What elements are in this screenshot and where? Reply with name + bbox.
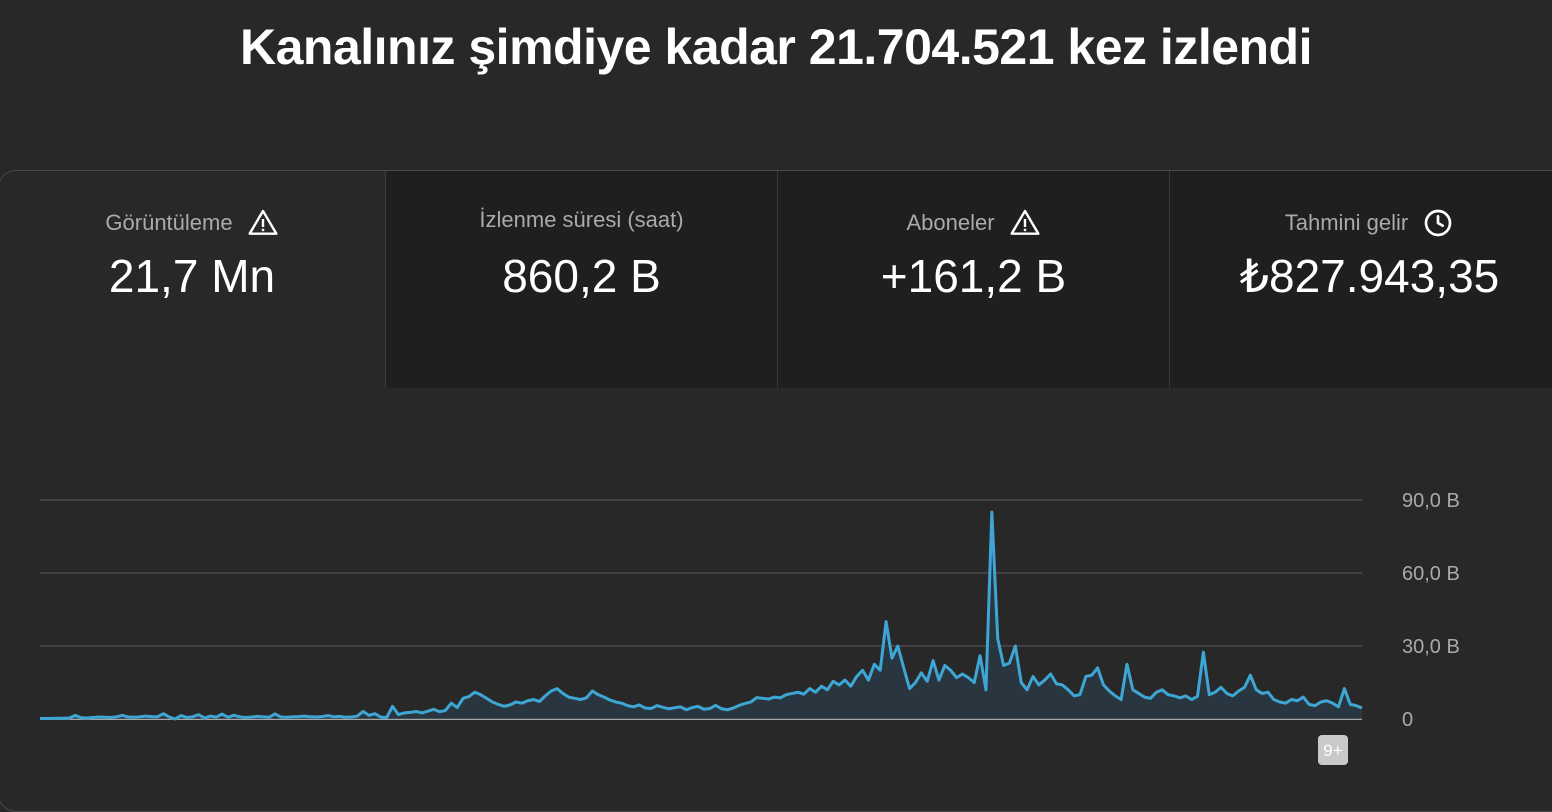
tab-views-value: 21,7 Mn bbox=[108, 250, 276, 302]
metric-tabs: Görüntüleme 21,7 Mn İzlenme süresi (saat… bbox=[0, 171, 1552, 388]
tab-subscribers-value: +161,2 B bbox=[880, 250, 1067, 302]
chart-area: 0 30,0 B 60,0 B 90,0 B 9+ bbox=[0, 380, 1552, 780]
warning-icon bbox=[1009, 209, 1040, 235]
page-title: Kanalınız şimdiye kadar 21.704.521 kez i… bbox=[240, 19, 1313, 75]
tab-subscribers-label: Aboneler bbox=[906, 210, 995, 235]
tab-views-label: Görüntüleme bbox=[105, 210, 233, 235]
warning-icon bbox=[248, 209, 278, 235]
y-tick-label: 0 bbox=[1402, 709, 1413, 731]
tab-revenue[interactable]: Tahmini gelir ₺827.943,35 bbox=[1169, 171, 1552, 388]
more-badge[interactable]: 9+ bbox=[1318, 735, 1348, 765]
tab-revenue-value: ₺827.943,35 bbox=[1239, 250, 1500, 302]
more-badge-label: 9+ bbox=[1323, 741, 1342, 760]
clock-icon bbox=[1424, 209, 1452, 237]
tab-watch-time-value: 860,2 B bbox=[502, 250, 661, 302]
y-tick-label: 30,0 B bbox=[1402, 636, 1460, 658]
views-chart: 0 30,0 B 60,0 B 90,0 B 9+ bbox=[40, 490, 1460, 765]
tab-watch-time-label: İzlenme süresi (saat) bbox=[479, 207, 684, 232]
series-line bbox=[40, 510, 1363, 721]
tab-watch-time[interactable]: İzlenme süresi (saat) 860,2 B bbox=[385, 171, 777, 388]
tab-revenue-label: Tahmini gelir bbox=[1284, 210, 1409, 235]
tab-subscribers[interactable]: Aboneler +161,2 B bbox=[777, 171, 1169, 388]
tab-views[interactable]: Görüntüleme 21,7 Mn bbox=[0, 171, 385, 388]
series-area bbox=[40, 512, 1362, 719]
chart-grid bbox=[40, 499, 1362, 720]
y-tick-label: 90,0 B bbox=[1402, 490, 1460, 512]
y-tick-label: 60,0 B bbox=[1402, 563, 1460, 585]
y-axis-ticks: 0 30,0 B 60,0 B 90,0 B bbox=[1402, 490, 1460, 731]
